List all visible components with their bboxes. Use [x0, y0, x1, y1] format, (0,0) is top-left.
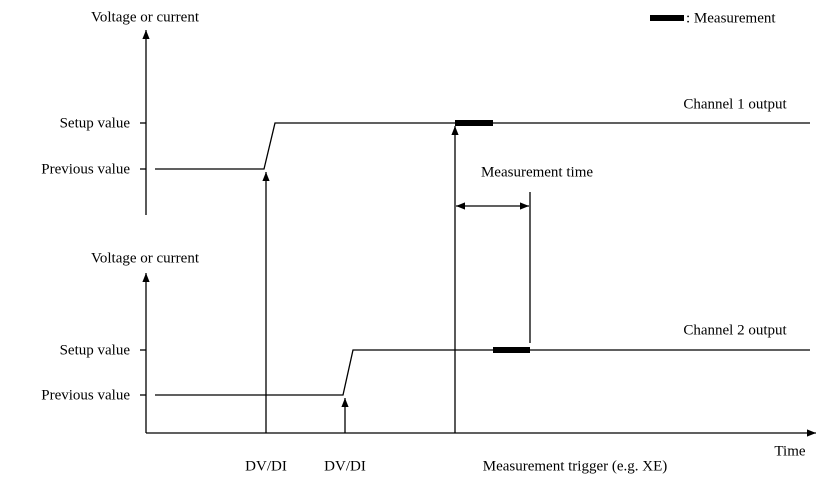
output-label: Channel 2 output [683, 322, 787, 338]
x-axis-label: Time [774, 443, 805, 459]
output-label: Channel 1 output [683, 96, 787, 112]
setup-label: Setup value [60, 342, 131, 358]
previous-label: Previous value [41, 161, 130, 177]
legend-label: : Measurement [686, 10, 776, 26]
previous-label: Previous value [41, 387, 130, 403]
setup-label: Setup value [60, 115, 131, 131]
measurement-time-label: Measurement time [481, 164, 593, 180]
axis-label: Voltage or current [91, 250, 200, 266]
channel-trace [155, 349, 810, 396]
event-label: DV/DI [245, 458, 287, 474]
axis-label: Voltage or current [91, 9, 200, 25]
event-label: DV/DI [324, 458, 366, 474]
channel-trace [155, 122, 810, 170]
event-label: Measurement trigger (e.g. XE) [483, 458, 668, 474]
